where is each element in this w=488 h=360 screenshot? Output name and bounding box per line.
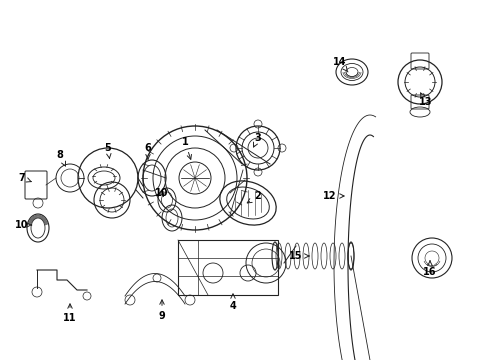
Text: 7: 7 — [19, 173, 31, 183]
Text: 10: 10 — [155, 188, 168, 198]
Text: 5: 5 — [104, 143, 111, 159]
Text: 3: 3 — [253, 133, 261, 147]
Text: 11: 11 — [63, 304, 77, 323]
Text: 4: 4 — [229, 294, 236, 311]
Text: 1: 1 — [181, 137, 191, 159]
Text: 14: 14 — [332, 57, 347, 72]
Text: 10: 10 — [15, 220, 32, 230]
Text: 6: 6 — [144, 143, 151, 159]
Text: 15: 15 — [289, 251, 308, 261]
Text: 9: 9 — [158, 300, 165, 321]
Text: 2: 2 — [247, 191, 261, 203]
Text: 8: 8 — [57, 150, 65, 166]
Text: 12: 12 — [323, 191, 344, 201]
Text: 16: 16 — [423, 261, 436, 277]
Text: 13: 13 — [418, 93, 432, 107]
